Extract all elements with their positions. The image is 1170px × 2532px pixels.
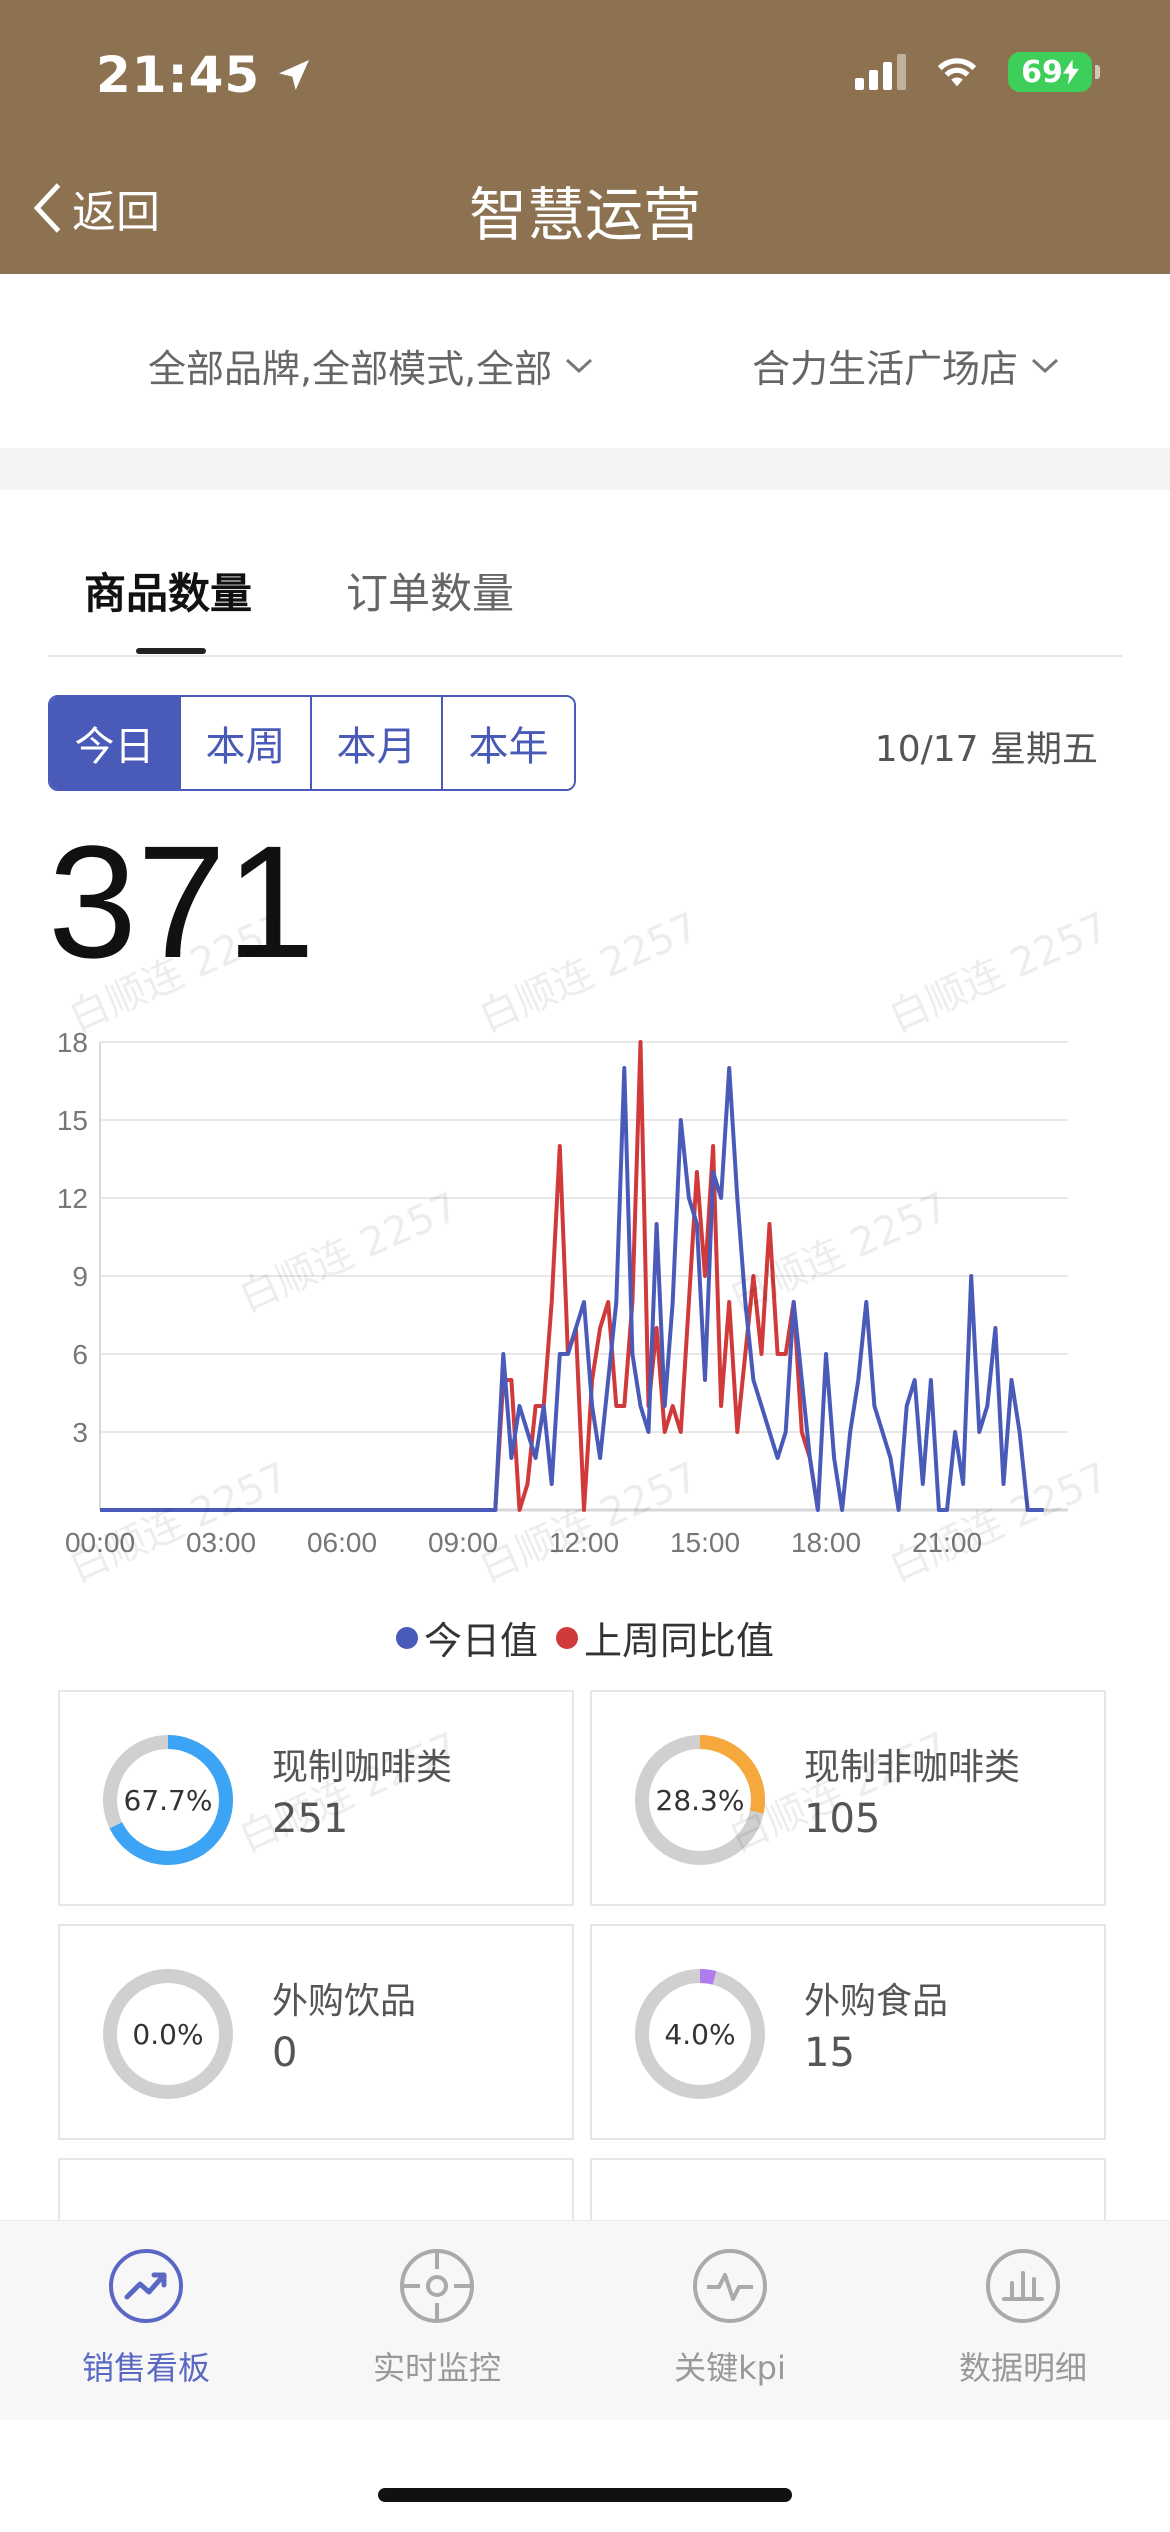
donut-progress-icon [103, 1969, 233, 2099]
category-percent: 0.0% [132, 2017, 204, 2051]
category-percent: 4.0% [664, 2017, 736, 2051]
tabbar-label: 销售看板 [81, 2349, 210, 2387]
charging-bolt-icon [1062, 59, 1079, 85]
category-percent: 28.3% [655, 1783, 745, 1817]
location-arrow-icon [279, 60, 310, 90]
series-line-today [100, 1066, 1044, 1512]
category-value: 0 [272, 2030, 298, 2076]
y-tick-label: 12 [57, 1183, 88, 1214]
back-label: 返回 [72, 187, 160, 238]
x-tick-label: 18:00 [791, 1527, 861, 1558]
section-separator [0, 448, 1170, 490]
y-tick-label: 6 [72, 1339, 88, 1370]
category-value: 251 [272, 1796, 349, 1842]
category-card[interactable]: 0.0% 外购饮品 0 [58, 1924, 574, 2140]
y-tick-label: 15 [57, 1105, 88, 1136]
active-tab-indicator [136, 648, 206, 654]
category-percent: 67.7% [123, 1783, 213, 1817]
pulse-icon [693, 2249, 767, 2323]
filter-bar: 全部品牌,全部模式,全部 合力生活广场店 [0, 274, 1170, 448]
segment-today[interactable]: 今日 [50, 697, 181, 789]
segment-month[interactable]: 本月 [312, 697, 443, 789]
donut-progress-icon [635, 1969, 765, 2099]
status-bar-indicators: 69 [855, 52, 1100, 92]
tab-divider [48, 655, 1122, 657]
brand-filter-dropdown[interactable]: 全部品牌,全部模式,全部 [148, 338, 594, 393]
status-time-text: 21:45 [96, 46, 261, 104]
wifi-icon [937, 58, 977, 87]
brand-filter-label: 全部品牌,全部模式,全部 [148, 347, 553, 391]
donut-track [103, 1969, 233, 2099]
segment-year[interactable]: 本年 [443, 697, 574, 789]
sales-panel: 商品数量 订单数量 今日 本周 本月 本年 10/17 星期五 371 18 15… [0, 490, 1170, 2278]
legend-dot-today [395, 1626, 418, 1649]
tab-product-count[interactable]: 商品数量 [84, 569, 253, 618]
donut-fill [635, 1735, 765, 1865]
donut-fill [635, 1969, 765, 2099]
period-segmented-control: 今日 本周 本月 本年 [48, 695, 576, 791]
y-tick-label: 9 [72, 1261, 88, 1292]
legend-dot-last-week [556, 1626, 578, 1649]
bottom-tab-bar: 销售看板 实时监控 关键kpi 数据明细 [0, 2220, 1170, 2420]
donut-progress-icon [103, 1735, 233, 1865]
x-tick-label: 09:00 [428, 1527, 498, 1558]
cellular-signal-icon [855, 54, 906, 90]
tabbar-label: 数据明细 [958, 2349, 1087, 2387]
segment-week[interactable]: 本周 [181, 697, 312, 789]
x-tick-label: 03:00 [186, 1527, 256, 1558]
y-tick-label: 18 [57, 1027, 88, 1058]
x-tick-label: 00:00 [65, 1527, 135, 1558]
home-indicator-area [0, 2420, 1170, 2532]
bar-chart-icon [986, 2249, 1060, 2323]
legend-item-today[interactable]: 今日值 [395, 1610, 538, 1665]
store-filter-dropdown[interactable]: 合力生活广场店 [752, 338, 1060, 393]
category-card[interactable]: 67.7% 现制咖啡类 251 [58, 1690, 574, 1906]
total-count: 371 [48, 812, 315, 991]
category-name: 外购食品 [804, 1981, 949, 2022]
legend-item-last-week[interactable]: 上周同比值 [556, 1610, 774, 1665]
x-tick-label: 21:00 [912, 1527, 982, 1558]
chevron-left-icon [33, 183, 61, 233]
tab-order-count[interactable]: 订单数量 [346, 569, 515, 618]
chevron-down-icon [1032, 358, 1059, 373]
home-indicator [378, 2488, 792, 2502]
donut-progress-icon [635, 1735, 765, 1865]
status-bar-time: 21:45 [96, 46, 314, 104]
legend-label-last-week: 上周同比值 [584, 1619, 775, 1663]
category-name: 现制非咖啡类 [804, 1747, 1021, 1788]
tabbar-data-detail[interactable]: 数据明细 [913, 2247, 1133, 2389]
tabbar-realtime-monitor[interactable]: 实时监控 [327, 2247, 547, 2389]
tabbar-key-kpi[interactable]: 关键kpi [620, 2247, 840, 2389]
x-tick-label: 06:00 [307, 1527, 377, 1558]
page-title: 智慧运营 [468, 181, 701, 249]
hourly-line-chart: 18 15 12 9 6 3 00:00 03:00 06:00 09:00 12:00 15:00 1… [57, 1027, 1068, 1558]
category-value: 15 [804, 2030, 855, 2076]
category-name: 现制咖啡类 [272, 1747, 453, 1788]
store-filter-label: 合力生活广场店 [752, 347, 1019, 391]
tabbar-label: 实时监控 [372, 2349, 501, 2387]
category-card[interactable]: 4.0% 外购食品 15 [590, 1924, 1106, 2140]
chevron-down-icon [566, 358, 593, 373]
category-value: 105 [804, 1796, 881, 1842]
x-tick-label: 15:00 [670, 1527, 740, 1558]
donut-fill [103, 1735, 233, 1865]
current-date: 10/17 星期五 [874, 729, 1098, 770]
trend-up-icon [109, 2249, 183, 2323]
tabbar-label: 关键kpi [674, 2349, 786, 2387]
x-tick-label: 12:00 [549, 1527, 619, 1558]
battery-level: 69 [1021, 54, 1063, 90]
chart-legend: 今日值 上周同比值 [0, 1610, 1170, 1665]
category-name: 外购饮品 [272, 1981, 417, 2022]
category-card[interactable]: 28.3% 现制非咖啡类 105 [590, 1690, 1106, 1906]
y-tick-label: 3 [72, 1417, 88, 1448]
back-button[interactable]: 返回 [30, 176, 160, 240]
battery-indicator: 69 [1008, 52, 1100, 92]
tabbar-sales-board[interactable]: 销售看板 [36, 2247, 256, 2389]
app-header: 21:45 69 返回 智慧运营 [0, 0, 1170, 274]
crosshair-icon [400, 2249, 474, 2323]
legend-label-today: 今日值 [423, 1619, 538, 1663]
